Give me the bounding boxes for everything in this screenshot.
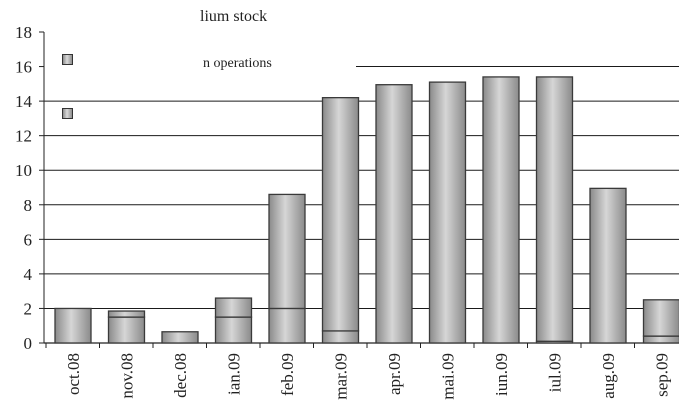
bar-mai.09-series-2 [428,81,467,344]
x-tick-label: nov.08 [118,353,137,399]
y-tick-label: 4 [24,265,33,284]
legend-label-series-1: lium stock [200,8,268,25]
bar-ian.09-series-1 [214,316,253,344]
bar-mar.09-series-2 [321,97,360,332]
y-tick-label: 18 [15,23,32,42]
bar-sep.09-series-1 [642,335,679,344]
bar-nov.08-series-2 [107,310,146,318]
y-tick-label: 16 [15,58,32,77]
y-tick-label: 0 [24,334,33,353]
axes [39,31,679,348]
x-tick-label: iul.09 [546,353,565,392]
grid-lines [44,66,679,309]
y-tick-label: 8 [24,196,33,215]
x-tick-label: mar.09 [332,353,351,400]
legend-swatch-series-2 [62,108,73,119]
legend-swatch-series-1 [62,54,73,65]
x-tick-label: iun.09 [492,353,511,396]
x-tick-label: aug.09 [599,353,618,399]
bar-dec.08-series-1 [161,331,199,344]
x-tick-label: oct.08 [64,353,83,395]
bar-oct.08-series-1 [54,307,92,344]
bar-feb.09-series-2 [268,193,306,310]
x-tick-label: ian.09 [225,353,244,395]
bar-apr.09-series-2 [375,84,413,344]
bar-iun.09-series-2 [482,76,520,344]
bar-nov.08-series-1 [107,316,146,344]
y-tick-label: 10 [15,161,32,180]
x-tick-label: mai.09 [439,353,458,400]
x-tick-label: feb.09 [278,353,297,396]
x-tick-label: apr.09 [385,353,404,395]
y-tick-label: 6 [24,230,33,249]
bar-feb.09-series-1 [268,307,306,344]
bars [54,76,679,344]
bar-ian.09-series-2 [214,297,253,318]
x-tick-label: dec.08 [171,353,190,398]
bar-iul.09-series-2 [535,76,574,342]
bar-aug.09-series-2 [589,187,627,344]
tick-labels: 0 2 4 6 8 10 12 14 16 18 oct.08 nov.08 dec.08 ian.09 f… [15,23,672,400]
y-tick-label: 12 [15,127,32,146]
bar-mar.09-series-1 [321,330,360,344]
y-tick-label: 14 [15,92,33,111]
y-tick-label: 2 [24,299,33,318]
x-tick-label: sep.09 [653,353,672,397]
bar-sep.09-series-2 [642,299,679,337]
legend-label-series-2: n operations [203,56,272,71]
